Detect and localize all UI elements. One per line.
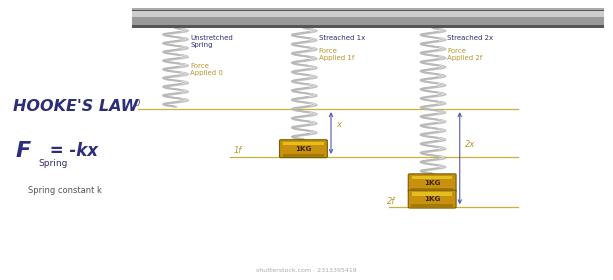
Text: Spring constant k: Spring constant k	[28, 186, 102, 195]
Text: 2x: 2x	[465, 140, 475, 149]
Text: Force
Applied 0: Force Applied 0	[190, 63, 223, 76]
FancyBboxPatch shape	[132, 15, 604, 25]
FancyBboxPatch shape	[283, 154, 324, 157]
FancyBboxPatch shape	[411, 204, 453, 207]
Text: x: x	[336, 120, 341, 129]
Text: Streached 2x: Streached 2x	[447, 35, 493, 41]
FancyBboxPatch shape	[412, 192, 452, 195]
Text: 0: 0	[135, 99, 140, 108]
FancyBboxPatch shape	[412, 176, 452, 179]
Text: 1f: 1f	[234, 146, 242, 155]
Text: Spring: Spring	[38, 159, 67, 168]
FancyBboxPatch shape	[408, 174, 456, 192]
FancyBboxPatch shape	[132, 11, 604, 17]
FancyBboxPatch shape	[132, 8, 604, 10]
Text: Force
Applied 2f: Force Applied 2f	[447, 48, 483, 61]
FancyBboxPatch shape	[283, 142, 324, 145]
FancyBboxPatch shape	[408, 190, 456, 208]
Text: HOOKE'S LAW: HOOKE'S LAW	[13, 99, 139, 114]
FancyBboxPatch shape	[132, 8, 604, 28]
Text: shutterstock.com · 2313395419: shutterstock.com · 2313395419	[256, 268, 357, 273]
FancyBboxPatch shape	[411, 188, 453, 191]
Text: 1KG: 1KG	[424, 180, 440, 186]
Text: 1KG: 1KG	[295, 146, 311, 152]
Text: F: F	[15, 141, 31, 161]
Text: = -kx: = -kx	[44, 142, 98, 160]
Text: Unstretched
Spring: Unstretched Spring	[190, 35, 233, 48]
Text: 1KG: 1KG	[424, 196, 440, 202]
Text: Force
Applied 1f: Force Applied 1f	[319, 48, 354, 61]
Text: 2f: 2f	[387, 197, 395, 206]
FancyBboxPatch shape	[280, 140, 327, 158]
Text: Streached 1x: Streached 1x	[319, 35, 365, 41]
